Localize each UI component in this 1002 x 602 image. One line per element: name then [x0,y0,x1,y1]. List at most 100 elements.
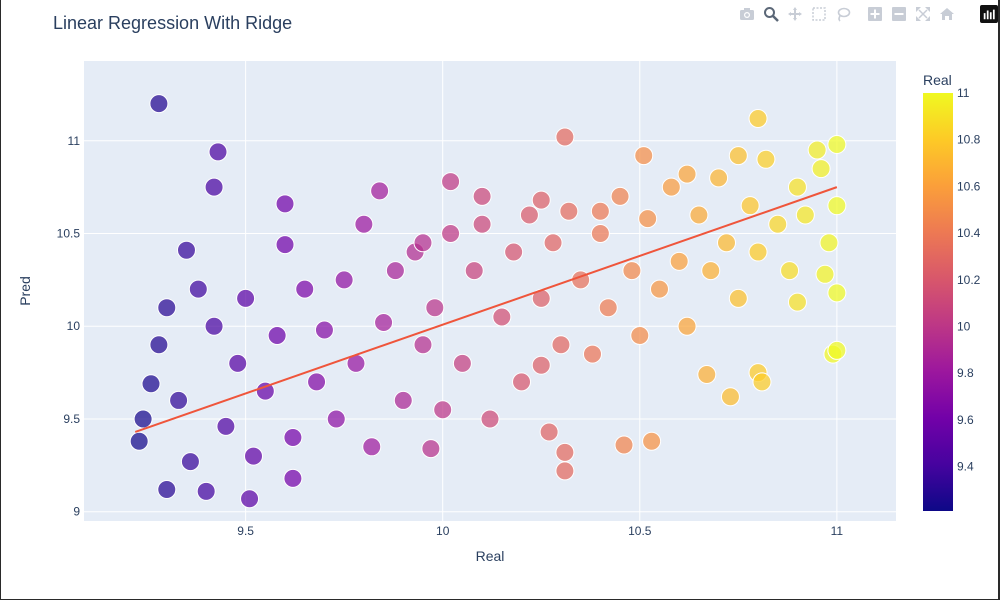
scatter-point[interactable] [519,205,539,225]
scatter-point[interactable] [283,468,303,488]
scatter-point[interactable] [196,481,216,501]
scatter-point[interactable] [590,201,610,221]
scatter-point[interactable] [827,134,847,154]
scatter-point[interactable] [701,261,721,281]
scatter-point[interactable] [827,196,847,216]
scatter-point[interactable] [720,387,740,407]
scatter-point[interactable] [689,205,709,225]
scatter-point[interactable] [275,235,295,255]
scatter-point[interactable] [649,279,669,299]
scatter-point[interactable] [204,316,224,336]
autoscale-icon[interactable] [914,5,932,23]
scatter-point[interactable] [531,190,551,210]
scatter-point[interactable] [504,242,524,262]
scatter-point[interactable] [480,409,500,429]
scatter-point[interactable] [827,340,847,360]
zoom-out-icon[interactable] [890,5,908,23]
scatter-point[interactable] [740,196,760,216]
reset-axes-icon[interactable] [938,5,956,23]
scatter-point[interactable] [622,261,642,281]
scatter-point[interactable] [768,214,788,234]
scatter-point[interactable] [393,390,413,410]
scatter-point[interactable] [752,372,772,392]
scatter-point[interactable] [638,209,658,229]
scatter-point[interactable] [129,431,149,451]
scatter-point[interactable] [362,437,382,457]
scatter-point[interactable] [314,320,334,340]
scatter-point[interactable] [464,261,484,281]
scatter-point[interactable] [787,292,807,312]
scatter-point[interactable] [669,251,689,271]
scatter-point[interactable] [555,442,575,462]
scatter-point[interactable] [815,264,835,284]
scatter-point[interactable] [677,164,697,184]
scatter-point[interactable] [275,194,295,214]
scatter-point[interactable] [661,177,681,197]
scatter-point[interactable] [157,479,177,499]
scatter-point[interactable] [374,313,394,333]
scatter-point[interactable] [614,435,634,455]
scatter-point[interactable] [354,214,374,234]
scatter-point[interactable] [228,353,248,373]
scatter-point[interactable] [748,109,768,128]
scatter-point[interactable] [240,489,260,509]
scatter-point[interactable] [582,344,602,364]
scatter-point[interactable] [709,168,729,188]
scatter-point[interactable] [634,146,654,166]
scatter-point[interactable] [472,214,492,234]
scatter-point[interactable] [780,261,800,281]
scatter-point[interactable] [697,364,717,384]
scatter-point[interactable] [610,186,630,206]
scatter-point[interactable] [590,224,610,243]
scatter-points[interactable] [129,94,847,509]
scatter-point[interactable] [149,335,169,355]
scatter-point[interactable] [421,439,441,459]
scatter-point[interactable] [267,326,287,346]
scatter-point[interactable] [717,233,737,253]
scatter-point[interactable] [157,298,177,318]
scatter-point[interactable] [370,181,390,201]
scatter-point[interactable] [188,279,208,299]
scatter-point[interactable] [748,242,768,262]
scatter-point[interactable] [413,233,433,253]
scatter-point[interactable] [598,298,618,318]
scatter-point[interactable] [243,446,263,466]
lasso-icon[interactable] [834,5,852,23]
scatter-point[interactable] [787,177,807,197]
scatter-point[interactable] [255,381,275,401]
scatter-point[interactable] [630,326,650,346]
scatter-point[interactable] [811,159,831,179]
scatter-point[interactable] [756,149,776,169]
scatter-point[interactable] [204,177,224,197]
scatter-point[interactable] [441,172,461,192]
scatter-point[interactable] [149,94,169,114]
scatter-point[interactable] [169,390,189,410]
scatter-point[interactable] [180,452,200,472]
box-select-icon[interactable] [810,5,828,23]
scatter-point[interactable] [307,372,327,392]
scatter-point[interactable] [452,353,472,373]
scatter-point[interactable] [492,307,512,327]
zoom-icon[interactable] [762,5,780,23]
scatter-point[interactable] [795,205,815,225]
scatter-point[interactable] [283,428,303,448]
scatter-point[interactable] [531,355,551,375]
scatter-point[interactable] [728,288,748,308]
scatter-point[interactable] [512,372,532,392]
scatter-point[interactable] [555,127,575,147]
scatter-point[interactable] [555,461,575,481]
scatter-point[interactable] [385,261,405,281]
scatter-point[interactable] [441,224,461,243]
scatter-point[interactable] [326,409,346,429]
scatter-point[interactable] [819,233,839,253]
scatter-point[interactable] [176,240,196,260]
scatter-point[interactable] [642,431,662,451]
scatter-point[interactable] [216,416,236,436]
scatter-point[interactable] [472,186,492,206]
scatter-point[interactable] [141,374,161,394]
pan-icon[interactable] [786,5,804,23]
scatter-point[interactable] [677,316,697,336]
scatter-point[interactable] [413,335,433,355]
scatter-point[interactable] [827,283,847,303]
